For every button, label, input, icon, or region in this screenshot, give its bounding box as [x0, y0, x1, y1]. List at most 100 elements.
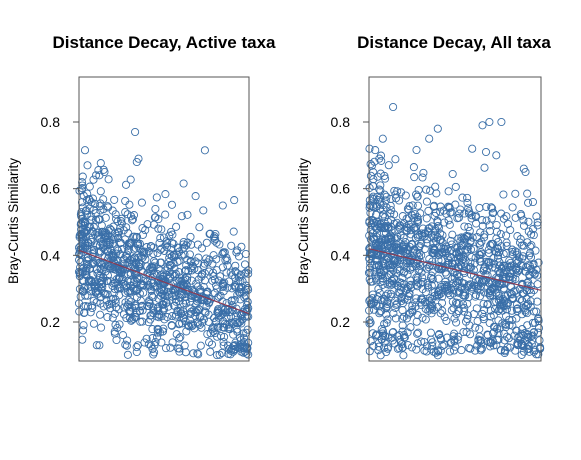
data-point: [118, 244, 127, 254]
data-point: [446, 208, 455, 217]
data-point: [437, 256, 446, 265]
y-axis: 0.2 0.4 0.6 0.8: [41, 114, 79, 330]
data-point: [485, 318, 494, 328]
data-point: [147, 311, 156, 320]
data-point: [386, 263, 396, 272]
data-point: [483, 271, 492, 280]
data-point: [117, 214, 126, 223]
data-point: [512, 300, 522, 309]
data-point: [407, 343, 416, 352]
data-point: [381, 332, 390, 341]
data-point: [75, 233, 84, 242]
data-point: [500, 348, 509, 358]
data-point: [466, 344, 475, 353]
data-point: [376, 181, 385, 190]
data-point: [438, 238, 447, 247]
data-point: [154, 215, 163, 224]
data-point: [422, 239, 431, 248]
data-point: [433, 351, 442, 360]
data-point: [475, 254, 484, 263]
data-point: [380, 235, 390, 244]
data-point: [111, 210, 120, 219]
data-point: [508, 250, 517, 259]
data-point: [427, 304, 437, 313]
data-point: [391, 314, 400, 323]
data-point: [379, 250, 388, 259]
data-point: [386, 194, 395, 204]
data-point: [96, 187, 105, 196]
data-point: [85, 264, 95, 273]
data-point: [482, 275, 491, 285]
y-tick-label: 0.8: [331, 114, 351, 130]
data-point: [450, 314, 459, 323]
data-point: [95, 241, 104, 250]
data-point: [232, 248, 241, 257]
data-point: [460, 209, 469, 218]
data-point: [132, 347, 141, 357]
data-point: [371, 331, 381, 340]
data-point: [534, 314, 543, 323]
data-point: [219, 323, 228, 332]
data-point: [408, 253, 417, 262]
data-point: [525, 341, 534, 350]
data-point: [513, 304, 522, 313]
data-point: [92, 341, 101, 350]
data-point: [81, 291, 90, 300]
data-point: [170, 253, 179, 262]
data-point: [212, 281, 221, 290]
data-point: [470, 259, 479, 268]
data-point: [219, 337, 228, 347]
chart-title: Distance Decay, All taxa: [357, 33, 551, 52]
data-point: [83, 161, 92, 170]
data-point: [208, 259, 217, 268]
data-point: [163, 313, 172, 322]
data-point: [149, 220, 158, 229]
data-point: [490, 323, 499, 332]
data-point: [392, 299, 402, 308]
data-point: [395, 221, 404, 230]
data-point: [80, 218, 89, 227]
data-point: [492, 288, 501, 297]
data-point: [434, 256, 443, 265]
data-point: [399, 233, 408, 242]
data-point: [397, 283, 406, 292]
data-point: [410, 245, 419, 254]
data-point: [384, 161, 393, 170]
data-point: [110, 264, 119, 273]
data-point: [434, 251, 443, 260]
data-point: [86, 222, 95, 231]
data-point: [460, 303, 469, 313]
data-point: [182, 261, 191, 270]
data-point: [502, 241, 511, 250]
data-point: [185, 304, 194, 313]
data-point: [428, 244, 438, 253]
data-point: [132, 157, 141, 167]
data-point: [480, 163, 489, 172]
data-point: [528, 197, 538, 207]
data-point: [94, 166, 103, 175]
data-point: [527, 230, 536, 239]
data-point: [532, 350, 541, 359]
data-point: [404, 220, 413, 229]
data-point: [213, 332, 222, 341]
data-point: [365, 316, 374, 325]
data-point: [132, 277, 141, 287]
chart-panel-active-taxa: Distance Decay, Active taxa Bray-Curtis …: [6, 33, 276, 362]
data-point: [434, 346, 443, 355]
data-point: [101, 290, 110, 299]
data-point: [105, 300, 114, 309]
data-point: [122, 341, 131, 350]
data-point: [395, 266, 404, 275]
data-point: [423, 260, 432, 269]
data-point: [111, 265, 120, 274]
data-point: [105, 224, 114, 233]
data-point: [172, 222, 181, 231]
data-point: [438, 292, 447, 301]
data-point: [202, 254, 211, 263]
data-point: [127, 260, 136, 269]
data-point: [402, 226, 411, 235]
data-point: [149, 306, 158, 315]
data-point: [365, 347, 374, 356]
data-point: [367, 161, 376, 170]
data-point: [207, 340, 217, 349]
